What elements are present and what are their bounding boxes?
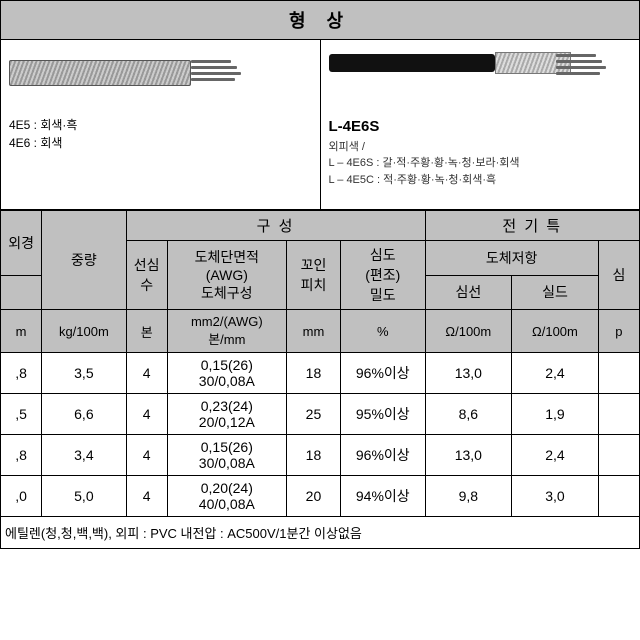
hdr-pitch: 꼬인피치 bbox=[286, 241, 340, 310]
right-sub3: L – 4E5C : 적·주황·황·녹·청·회색·흑 bbox=[329, 172, 632, 189]
unit-pitch: mm bbox=[286, 310, 340, 353]
unit-weight: kg/100m bbox=[42, 310, 126, 353]
hdr-diam-blank bbox=[1, 275, 42, 310]
hdr-core-wire: 심선 bbox=[425, 275, 512, 310]
left-caption-1: 4E5 : 회색·흑 bbox=[9, 116, 312, 134]
right-sub1: 외피색 / bbox=[329, 139, 632, 156]
spec-table: 외경 중량 구 성 전 기 특 선심수 도체단면적(AWG)도체구성 꼬인피치 … bbox=[0, 210, 640, 517]
hdr-diam: 외경 bbox=[1, 211, 42, 276]
unit-awg: mm2/(AWG)본/mm bbox=[167, 310, 286, 353]
left-caption-2: 4E6 : 회색 bbox=[9, 134, 312, 152]
unit-density: % bbox=[341, 310, 426, 353]
hdr-composition: 구 성 bbox=[126, 211, 425, 241]
unit-shield: Ω/100m bbox=[512, 310, 599, 353]
hdr-shield: 실드 bbox=[512, 275, 599, 310]
right-sub2: L – 4E6S : 갈·적·주황·황·녹·청·보라·회색 bbox=[329, 155, 632, 172]
hdr-density: 심도(편조)밀도 bbox=[341, 241, 426, 310]
table-row: ,5 6,6 4 0,23(24)20/0,12A 25 95%이상 8,6 1… bbox=[1, 394, 640, 435]
cable-image-right: L-4E6S 외피색 / L – 4E6S : 갈·적·주황·황·녹·청·보라·… bbox=[321, 40, 640, 209]
unit-diam: m bbox=[1, 310, 42, 353]
unit-cores: 본 bbox=[126, 310, 167, 353]
section-title: 형 상 bbox=[0, 0, 640, 40]
hdr-awg: 도체단면적(AWG)도체구성 bbox=[167, 241, 286, 310]
table-row: ,0 5,0 4 0,20(24)40/0,08A 20 94%이상 9,8 3… bbox=[1, 476, 640, 517]
image-row: 4E5 : 회색·흑 4E6 : 회색 L-4E6S 외피색 / L – 4E6… bbox=[0, 40, 640, 210]
hdr-resist: 도체저항 bbox=[425, 241, 598, 276]
unit-core: Ω/100m bbox=[425, 310, 512, 353]
table-row: ,8 3,5 4 0,15(26)30/0,08A 18 96%이상 13,0 … bbox=[1, 353, 640, 394]
hdr-cap: 심 bbox=[598, 241, 639, 310]
hdr-weight: 중량 bbox=[42, 211, 126, 310]
unit-cap: p bbox=[598, 310, 639, 353]
table-row: ,8 3,4 4 0,15(26)30/0,08A 18 96%이상 13,0 … bbox=[1, 435, 640, 476]
cable-image-left: 4E5 : 회색·흑 4E6 : 회색 bbox=[1, 40, 321, 209]
footnote: 에틸렌(청,청,백,백), 외피 : PVC 내전압 : AC500V/1분간 … bbox=[0, 517, 640, 549]
right-model: L-4E6S bbox=[329, 116, 632, 139]
hdr-electrical: 전 기 특 bbox=[425, 211, 639, 241]
hdr-cores: 선심수 bbox=[126, 241, 167, 310]
